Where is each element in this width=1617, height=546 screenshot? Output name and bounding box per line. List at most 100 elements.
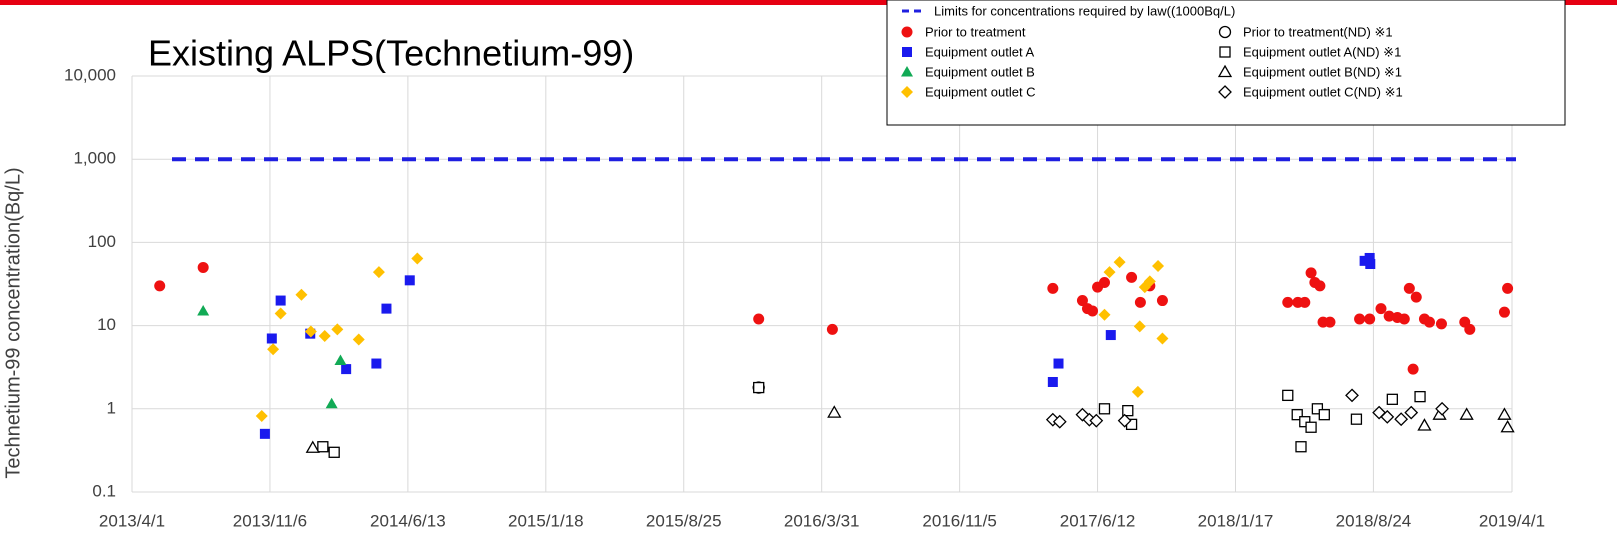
point bbox=[411, 252, 424, 265]
point bbox=[404, 275, 415, 286]
point bbox=[352, 333, 365, 346]
x-tick-label: 2016/11/5 bbox=[922, 511, 996, 530]
legend-swatch bbox=[1219, 46, 1231, 58]
legend-marker bbox=[901, 86, 913, 98]
point bbox=[304, 325, 317, 338]
point bbox=[275, 295, 286, 306]
point bbox=[274, 307, 287, 320]
point bbox=[381, 303, 392, 314]
point bbox=[1305, 267, 1317, 279]
point bbox=[1398, 313, 1410, 325]
point bbox=[334, 354, 347, 366]
point bbox=[1394, 412, 1409, 427]
point bbox=[1117, 413, 1132, 428]
point bbox=[1410, 291, 1422, 303]
legend-swatch bbox=[901, 26, 913, 38]
point bbox=[753, 381, 765, 394]
y-tick-label: 10,000 bbox=[64, 65, 116, 84]
point bbox=[1359, 255, 1370, 266]
point bbox=[1407, 363, 1419, 375]
point bbox=[1383, 310, 1395, 322]
top-bar bbox=[0, 0, 1617, 5]
point bbox=[1345, 388, 1359, 403]
point bbox=[1464, 323, 1476, 335]
point bbox=[1134, 296, 1146, 308]
point bbox=[325, 397, 338, 409]
point bbox=[1143, 275, 1156, 288]
point bbox=[1103, 266, 1116, 279]
point bbox=[1435, 318, 1447, 330]
point bbox=[1305, 421, 1317, 433]
legend-label: Prior to treatment bbox=[925, 24, 1026, 39]
point bbox=[305, 440, 320, 453]
x-tick-label: 2015/8/25 bbox=[646, 511, 722, 530]
point bbox=[317, 441, 329, 453]
x-tick-label: 2018/1/17 bbox=[1198, 511, 1274, 530]
point bbox=[331, 323, 344, 336]
x-tick-label: 2018/8/24 bbox=[1336, 511, 1412, 530]
point bbox=[1386, 393, 1398, 405]
point bbox=[1314, 280, 1326, 292]
point bbox=[1105, 330, 1116, 341]
point bbox=[827, 405, 842, 418]
legend-label: Equipment outlet B(ND) ※1 bbox=[1243, 64, 1402, 79]
point bbox=[154, 280, 166, 292]
point bbox=[1403, 282, 1415, 294]
legend-marker bbox=[902, 47, 912, 57]
point bbox=[1498, 306, 1510, 318]
point bbox=[1414, 390, 1426, 403]
point bbox=[1423, 316, 1435, 328]
point bbox=[1364, 252, 1375, 263]
point bbox=[1502, 282, 1514, 294]
point bbox=[1282, 389, 1294, 402]
point bbox=[259, 428, 270, 439]
y-tick-label: 1 bbox=[107, 398, 116, 417]
x-tick-label: 2013/11/6 bbox=[233, 511, 307, 530]
legend-swatch bbox=[1218, 85, 1232, 99]
point bbox=[1350, 413, 1363, 425]
legend-marker bbox=[1217, 64, 1233, 78]
chart-title: Existing ALPS(Technetium-99) bbox=[148, 33, 634, 74]
point bbox=[1156, 295, 1168, 307]
legend-box bbox=[886, 0, 1566, 126]
point bbox=[266, 333, 277, 344]
legend-label: Equipment outlet B bbox=[925, 64, 1035, 79]
x-tick-label: 2013/4/1 bbox=[99, 511, 165, 530]
point bbox=[1375, 303, 1387, 315]
point bbox=[1098, 403, 1111, 415]
point bbox=[1324, 316, 1336, 328]
point bbox=[1295, 441, 1307, 453]
y-tick-label: 0.1 bbox=[92, 481, 116, 500]
plot: 2013/4/1 2013/11/6 2014/6/13 2015/1/18 2015/… bbox=[64, 65, 1545, 530]
legend: Limits for concentrations required by la… bbox=[901, 3, 1403, 99]
point bbox=[1122, 405, 1134, 417]
point bbox=[371, 358, 382, 369]
point bbox=[1047, 376, 1058, 387]
point bbox=[1052, 414, 1067, 429]
point bbox=[1156, 332, 1169, 345]
y-tick-label: 10 bbox=[97, 315, 116, 334]
legend-label: Equipment outlet A(ND) ※1 bbox=[1243, 44, 1401, 59]
x-tick-label: 2014/6/13 bbox=[370, 511, 446, 530]
legend-swatch bbox=[902, 47, 912, 57]
point bbox=[341, 364, 352, 375]
legend-label: Equipment outlet C bbox=[925, 84, 1036, 99]
point bbox=[1299, 296, 1311, 308]
point bbox=[295, 288, 308, 301]
legend-label: Prior to treatment(ND) ※1 bbox=[1243, 24, 1393, 39]
point bbox=[1364, 313, 1376, 325]
point bbox=[1404, 405, 1419, 420]
point bbox=[1126, 271, 1138, 283]
point bbox=[1047, 282, 1059, 294]
legend-marker bbox=[1218, 85, 1232, 99]
legend-swatch bbox=[1218, 25, 1232, 39]
x-tick-label: 2017/6/12 bbox=[1060, 511, 1136, 530]
point bbox=[753, 313, 765, 325]
point bbox=[1282, 296, 1294, 308]
point bbox=[255, 409, 268, 422]
legend-marker bbox=[901, 66, 913, 77]
y-tick-label: 100 bbox=[88, 232, 116, 251]
legend-swatch bbox=[1217, 64, 1233, 78]
point bbox=[1311, 403, 1324, 415]
